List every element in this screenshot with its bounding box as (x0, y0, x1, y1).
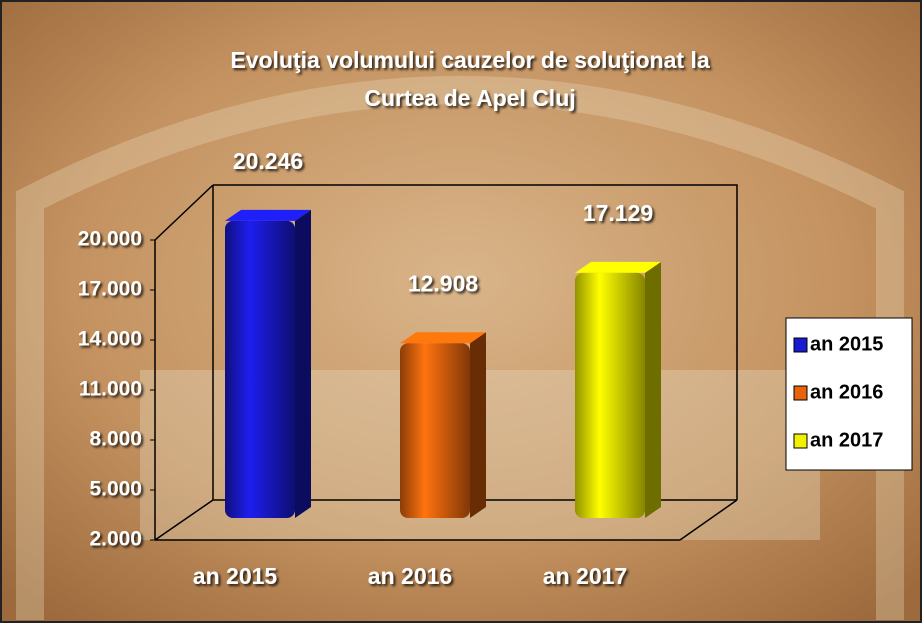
legend-label: an 2017 (810, 429, 883, 451)
legend-swatch (793, 337, 808, 353)
chart-title: Curtea de Apel Cluj (364, 85, 575, 111)
bar (400, 332, 486, 518)
y-tick-label: 14.000 (78, 328, 142, 351)
y-tick-label: 17.000 (78, 278, 142, 301)
x-tick-label: an 2015 (193, 563, 278, 589)
y-tick-label: 2.000 (89, 528, 142, 551)
bar-front (575, 272, 645, 518)
x-tick-label: an 2016 (368, 563, 452, 589)
y-tick-label: 5.000 (89, 478, 142, 501)
bar-front (225, 220, 295, 518)
value-label: 20.246 (233, 148, 303, 174)
y-tick-label: 11.000 (79, 378, 142, 401)
chart-title: Evoluţia volumului cauzelor de soluţiona… (230, 47, 709, 73)
y-tick-label: 8.000 (89, 428, 142, 451)
bar (575, 261, 661, 518)
bar-top (400, 332, 486, 344)
legend-swatch (793, 385, 808, 401)
arch (16, 76, 904, 620)
bar-front (400, 343, 470, 518)
bar-top (575, 261, 661, 273)
value-label: 12.908 (408, 270, 479, 296)
bar-side (470, 332, 486, 518)
y-tick-label: 20.000 (78, 228, 142, 251)
legend-label: an 2015 (810, 333, 883, 355)
bar (225, 209, 311, 518)
bar-top (225, 209, 311, 221)
value-label: 17.129 (583, 200, 653, 226)
legend-swatch (793, 433, 808, 449)
x-tick-label: an 2017 (543, 563, 627, 589)
bar-side (295, 209, 311, 518)
frame (154, 184, 738, 541)
bar-side (645, 261, 661, 518)
legend-label: an 2016 (810, 381, 883, 403)
